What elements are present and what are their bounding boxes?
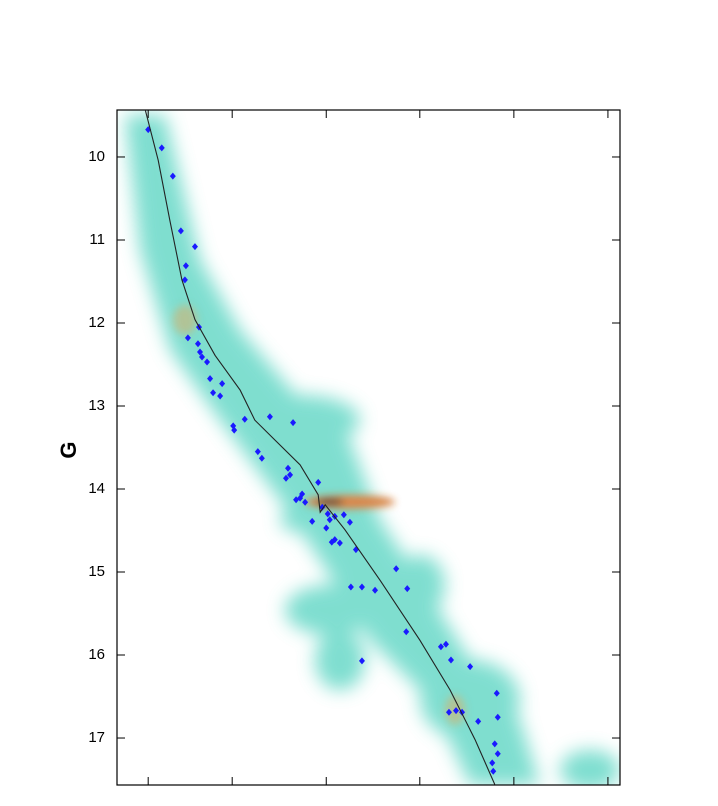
y-tick-label: 12 [88,314,105,331]
star-point [204,358,211,366]
plot-layer: 10 11 12 13 14 15 16 17 [88,110,620,785]
star-point [447,656,454,664]
star-point [283,474,290,482]
star-point [287,471,294,479]
star-point [285,464,292,472]
data-layer [144,110,501,785]
star-point [297,494,304,502]
star-point [169,172,176,180]
star-point [475,717,482,725]
y-tick-label: 13 [88,397,105,414]
star-point [493,689,500,697]
star-point [184,334,191,342]
star-point [309,517,316,525]
y-tick-label: 14 [88,480,105,497]
star-point [328,538,335,546]
star-point [494,750,501,758]
star-point [219,380,226,388]
y-tick-label: 16 [88,646,105,663]
star-point [403,628,410,636]
y-tick-label: 17 [88,729,105,746]
star-point [290,419,297,427]
isochrone-line [144,110,496,785]
star-point [319,503,326,511]
star-point [324,510,331,518]
star-point [181,276,188,284]
star-point [302,498,309,506]
star-point [315,478,322,486]
star-point [445,708,452,716]
star-point [442,640,449,648]
star-point [491,740,498,748]
y-tick-label: 10 [88,148,105,165]
star-point [437,643,444,651]
star-point [210,389,217,397]
star-point [393,565,400,573]
star-point [231,426,238,434]
y-axis-label: G [56,441,81,458]
star-point [182,262,189,270]
star-point [196,348,203,356]
star-point [177,227,184,235]
star-point [323,524,330,532]
y-tick-label: 15 [88,563,105,580]
star-point [467,663,474,671]
star-point [340,511,347,519]
density-cloud [125,115,620,785]
star-point [266,413,273,421]
star-point [241,415,248,423]
star-point [494,713,501,721]
star-point [346,518,353,526]
y-tick-label: 11 [89,231,105,248]
star-point [336,539,343,547]
star-point [347,583,354,591]
star-point [358,657,365,665]
star-point [404,585,411,593]
star-point [254,448,261,456]
star-point [372,586,379,594]
star-point [199,353,206,361]
star-point [358,583,365,591]
plot-frame [116,109,621,786]
star-point [258,454,265,462]
star-point [158,144,165,152]
star-point [489,759,496,767]
star-point [490,767,497,775]
star-point [194,340,201,348]
star-point [191,243,198,251]
star-point [207,375,214,383]
star-point [326,516,333,524]
star-point [217,392,224,400]
star-point [453,707,460,715]
